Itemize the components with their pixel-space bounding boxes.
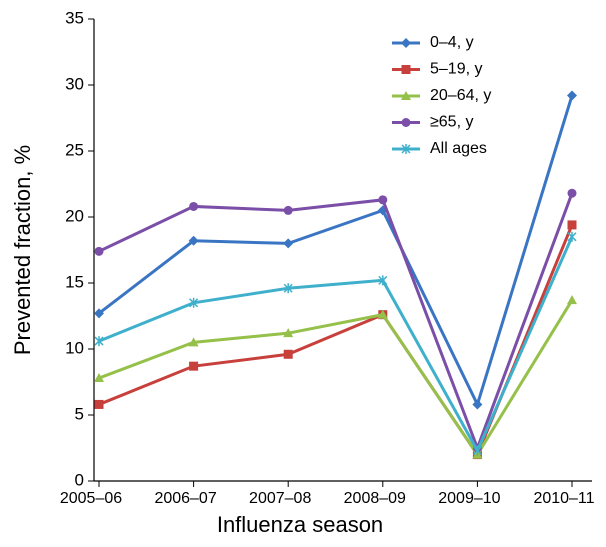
y-tick-label: 30 xyxy=(65,74,84,93)
y-tick-label: 5 xyxy=(75,404,84,423)
legend-marker xyxy=(401,91,411,100)
x-tick-label: 2006–07 xyxy=(154,490,216,507)
x-tick-label: 2009–10 xyxy=(438,490,500,507)
marker xyxy=(283,328,294,338)
legend-label: 20–64, y xyxy=(430,87,491,104)
series-line xyxy=(98,95,574,409)
series-line xyxy=(98,299,574,458)
marker xyxy=(378,195,388,205)
legend-label: ≥65, y xyxy=(430,114,473,131)
legend-label: 5–19, y xyxy=(430,61,482,78)
y-tick-label: 0 xyxy=(75,470,84,489)
marker xyxy=(377,309,388,319)
marker xyxy=(283,205,293,215)
marker xyxy=(94,336,104,347)
x-tick-label: 2005–06 xyxy=(60,490,122,507)
marker xyxy=(94,308,104,319)
y-tick-label: 35 xyxy=(65,8,84,27)
legend-label: 0–4, y xyxy=(430,34,474,51)
marker xyxy=(567,295,577,305)
x-tick-label: 2007–08 xyxy=(249,490,311,507)
marker xyxy=(567,231,577,242)
legend-label: All ages xyxy=(430,140,487,157)
x-axis-title: Influenza season xyxy=(217,512,383,537)
marker xyxy=(94,399,104,409)
marker xyxy=(188,337,199,347)
marker xyxy=(283,283,293,294)
marker xyxy=(189,201,199,211)
y-tick-label: 20 xyxy=(65,206,84,225)
marker xyxy=(188,235,199,246)
x-tick-label: 2008–09 xyxy=(344,490,406,507)
legend-marker xyxy=(401,144,411,154)
y-tick-label: 25 xyxy=(65,140,84,159)
marker xyxy=(94,373,104,383)
legend-marker xyxy=(401,65,411,74)
marker xyxy=(567,188,577,198)
marker xyxy=(567,220,577,230)
marker xyxy=(378,275,388,286)
marker xyxy=(189,361,199,371)
marker xyxy=(472,445,482,456)
y-tick-label: 15 xyxy=(65,272,84,291)
x-tick-label: 2010–11 xyxy=(533,490,594,507)
marker xyxy=(94,246,104,256)
y-axis-title: Prevented fraction, % xyxy=(10,145,35,355)
marker xyxy=(567,90,577,101)
legend-marker xyxy=(401,38,411,48)
marker xyxy=(472,399,483,410)
series-line xyxy=(98,192,574,453)
y-tick-label: 10 xyxy=(65,338,84,357)
marker xyxy=(189,297,199,308)
series-line xyxy=(98,236,574,455)
legend-marker xyxy=(401,118,411,127)
marker xyxy=(283,349,293,359)
marker xyxy=(283,238,294,249)
